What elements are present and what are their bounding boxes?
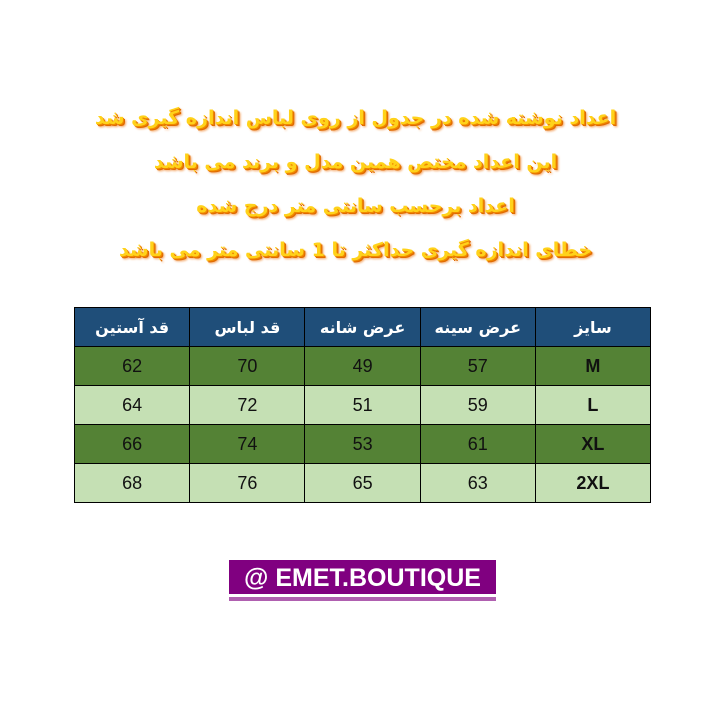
- cell: XL: [534, 424, 652, 464]
- brand-handle: @ EMET.BOUTIQUE: [229, 560, 496, 597]
- cell: 65: [304, 463, 421, 503]
- table-row: XL 61 53 74 66: [73, 424, 652, 464]
- note-line: خطای اندازه گیری حداکثر تا 1 سانتی متر م…: [118, 239, 593, 261]
- table-header: سایز عرض سینه عرض شانه قد لباس قد آستین: [73, 307, 652, 347]
- header-chest: عرض سینه: [419, 307, 536, 347]
- cell: 72: [189, 385, 306, 425]
- cell: 2XL: [534, 463, 652, 503]
- cell: 63: [419, 463, 536, 503]
- cell: M: [534, 346, 652, 386]
- table-row: L 59 51 72 64: [73, 385, 652, 425]
- cell: 53: [304, 424, 421, 464]
- note-line: اعداد نوشته شده در جدول از روی لباس اندا…: [94, 107, 617, 129]
- header-shoulder: عرض شانه: [304, 307, 421, 347]
- cell: 68: [73, 463, 191, 503]
- note-line: این اعداد مختص همین مدل و برند می باشد: [153, 151, 558, 173]
- header-sleeve: قد آستین: [73, 307, 191, 347]
- note-line: اعداد برحسب سانتی متر درج شده: [196, 195, 515, 217]
- cell: 57: [419, 346, 536, 386]
- table-row: 2XL 63 65 76 68: [73, 463, 652, 503]
- notes: اعداد نوشته شده در جدول از روی لباس اندا…: [0, 100, 711, 276]
- cell: 64: [73, 385, 191, 425]
- table-row: M 57 49 70 62: [73, 346, 652, 386]
- cell: 70: [189, 346, 306, 386]
- header-length: قد لباس: [189, 307, 306, 347]
- cell: 51: [304, 385, 421, 425]
- size-table: سایز عرض سینه عرض شانه قد لباس قد آستین …: [73, 307, 652, 503]
- cell: 74: [189, 424, 306, 464]
- cell: 66: [73, 424, 191, 464]
- cell: 61: [419, 424, 536, 464]
- cell: 49: [304, 346, 421, 386]
- cell: 59: [419, 385, 536, 425]
- cell: L: [534, 385, 652, 425]
- header-size: سایز: [534, 307, 652, 347]
- cell: 62: [73, 346, 191, 386]
- cell: 76: [189, 463, 306, 503]
